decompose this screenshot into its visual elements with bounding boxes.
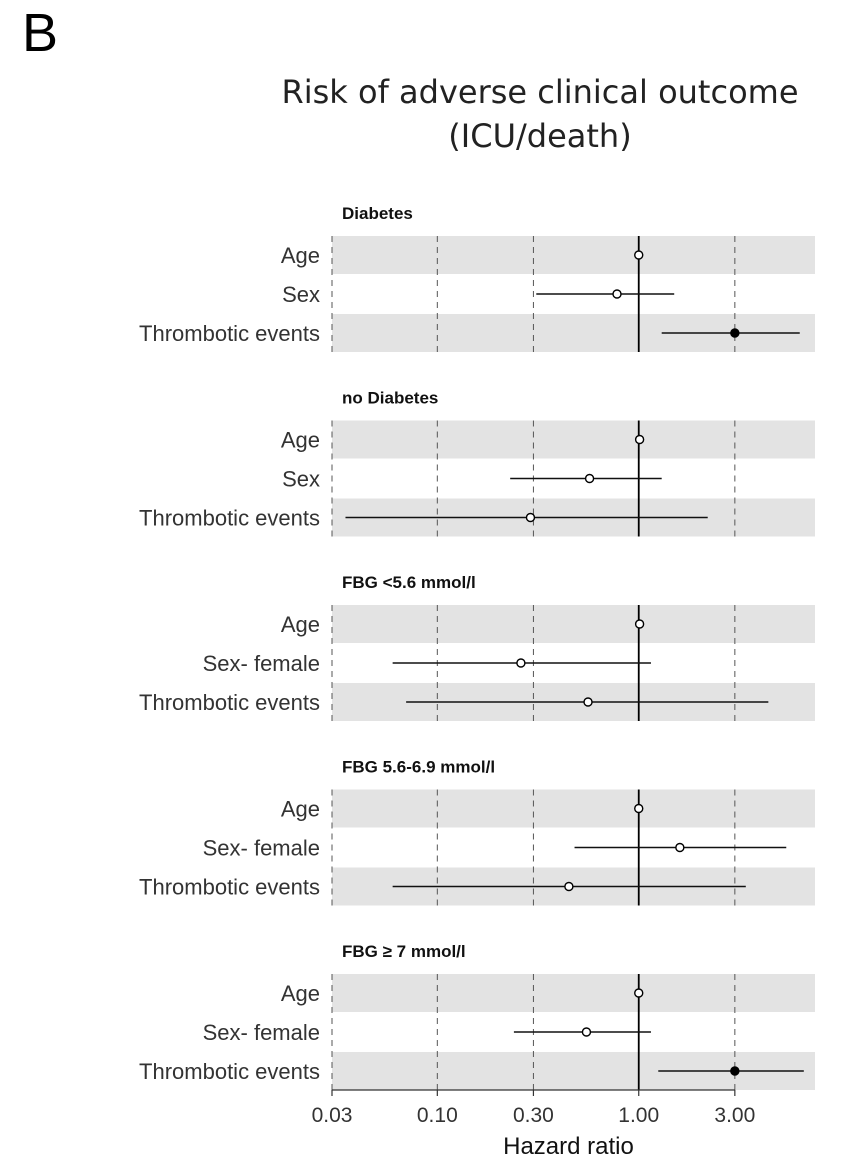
row-label: Thrombotic events [139,506,320,531]
point-estimate [730,328,740,338]
row-label: Thrombotic events [139,321,320,346]
x-tick-label: 0.30 [513,1104,554,1127]
row-label: Age [281,428,320,453]
panel-label: FBG ≥ 7 mmol/l [342,942,466,961]
row-label: Age [281,612,320,637]
point-estimate [634,988,644,998]
row-label: Sex- female [203,651,320,676]
row-label: Age [281,981,320,1006]
point-estimate [583,697,593,707]
panel-label: FBG <5.6 mmol/l [342,573,476,592]
row-label: Sex [282,467,320,492]
row-label: Age [281,797,320,822]
point-estimate [634,434,645,445]
chart-subtitle: (ICU/death) [448,117,632,155]
point-estimate [581,1027,592,1037]
row-label: Sex [282,282,320,307]
row-band [332,974,815,1012]
x-tick-label: 1.00 [618,1104,659,1127]
point-estimate [634,803,644,814]
row-label: Sex- female [203,1020,320,1045]
point-estimate [516,658,526,668]
x-tick-label: 3.00 [714,1104,755,1127]
chart-title: Risk of adverse clinical outcome [281,73,799,111]
point-estimate [612,289,622,299]
row-band [332,236,815,274]
row-label: Thrombotic events [139,690,320,715]
row-band [332,605,815,643]
x-axis-label: Hazard ratio [503,1133,634,1160]
row-label: Thrombotic events [139,875,320,900]
panel-label: Diabetes [342,204,413,223]
point-estimate [584,473,595,484]
row-band [332,420,815,459]
row-label: Thrombotic events [139,1059,320,1084]
panel-letter: B [22,3,59,63]
point-estimate [675,842,685,853]
point-estimate [730,1066,740,1076]
chart-title-block: Risk of adverse clinical outcome (ICU/de… [240,70,840,158]
row-label: Age [281,243,320,268]
point-estimate [634,250,644,260]
row-band [332,789,815,828]
row-label: Sex- female [203,836,320,861]
panel-label: no Diabetes [342,389,438,408]
x-tick-label: 0.03 [312,1104,353,1127]
point-estimate [634,619,645,629]
point-estimate [525,512,536,523]
panel-label: FBG 5.6-6.9 mmol/l [342,758,495,777]
point-estimate [564,881,574,892]
x-tick-label: 0.10 [417,1104,458,1127]
